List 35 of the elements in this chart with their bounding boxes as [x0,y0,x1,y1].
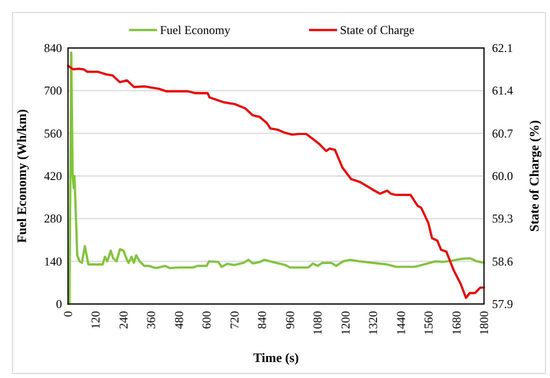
y-tick-label: 840 [44,41,62,55]
y-tick-label: 280 [44,212,62,226]
x-tick-label: 1800 [477,311,491,335]
x-tick-label: 840 [255,311,270,329]
x-axis-title: Time (s) [253,350,299,365]
x-tick-label: 0 [61,311,75,317]
y-tick-label: 420 [44,169,62,183]
y-tick-label: 560 [44,126,62,140]
x-tick-label: 480 [172,311,186,329]
y2-tick-label: 57.9 [492,297,513,311]
legend-label: State of Charge [340,23,414,37]
x-tick-label: 1440 [394,311,408,335]
x-tick-label: 1320 [366,311,380,335]
y-tick-label: 0 [56,297,62,311]
y2-axis-title: State of Charge (%) [526,120,542,232]
y2-tick-label: 61.4 [492,84,513,98]
x-tick-label: 1680 [449,311,464,335]
x-tick-label: 240 [116,311,130,329]
x-tick-label: 1200 [338,311,352,335]
x-tick-label: 600 [200,311,214,329]
y2-tick-label: 58.6 [492,254,513,268]
y-tick-label: 140 [44,254,62,268]
x-tick-label: 1560 [422,311,436,335]
x-tick-label: 1080 [310,311,325,335]
x-tick-label: 120 [88,311,103,329]
y2-tick-label: 60.0 [492,169,513,183]
y-tick-label: 700 [44,84,62,98]
y-axis-title: Fuel Economy (Wh/km) [14,109,29,243]
legend-label: Fuel Economy [160,23,230,37]
x-tick-label: 360 [144,311,158,329]
y2-tick-label: 59.3 [492,212,513,226]
x-tick-label: 960 [282,311,297,329]
y2-tick-label: 62.1 [492,41,513,55]
x-tick-label: 720 [227,311,242,329]
y2-tick-label: 60.7 [492,126,513,140]
